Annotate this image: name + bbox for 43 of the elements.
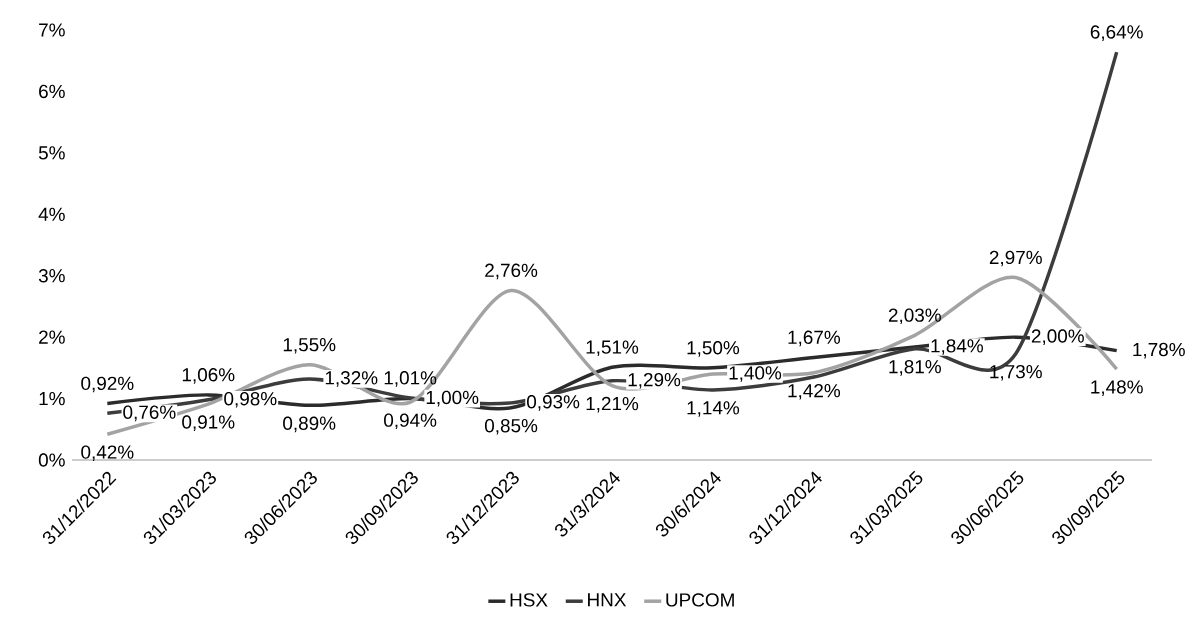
data-label: 2,97% [989,250,1042,267]
data-label: 1,48% [1091,380,1143,396]
data-label: 1,40% [729,366,782,382]
data-label: 0,42% [81,445,134,462]
data-label: 0,76% [123,405,176,422]
data-label: 1,01% [384,371,437,387]
data-label: 1,73% [990,364,1042,381]
data-label: 0,85% [484,418,538,435]
data-label: 2,76% [485,263,538,280]
y-tick-label: 6% [39,84,65,99]
data-label: 1,67% [788,330,841,347]
y-tick-label: 7% [39,23,65,37]
legend-label: HNX [588,593,627,607]
data-label: 1,21% [586,396,639,413]
y-tick-label: 1% [39,391,65,406]
data-label: 0,91% [182,415,235,431]
data-label: 2,00% [1031,329,1084,345]
data-label: 1,00% [426,390,479,407]
data-label: 1,42% [788,383,841,400]
legend-label: HSX [510,593,548,607]
legend-label: UPCOM [666,593,734,607]
data-label: 1,51% [586,340,639,357]
y-tick-label: 4% [38,207,65,221]
data-label: 6,64% [1090,25,1143,41]
data-label: 1,32% [325,371,378,387]
data-label: 1,78% [1133,342,1185,359]
data-label: 0,92% [81,376,134,393]
data-label: 1,29% [628,372,681,389]
y-tick-label: 0% [38,453,65,467]
data-label: 1,55% [283,338,336,354]
y-tick-label: 5% [38,146,65,160]
data-label: 0,98% [224,391,277,408]
data-label: 1,14% [687,401,740,417]
data-label: 0,89% [283,416,336,433]
data-label: 1,06% [182,368,235,384]
data-label: 0,93% [527,395,580,411]
data-label: 1,84% [931,339,983,355]
data-label: 0,94% [384,413,437,430]
y-tick-label: 3% [38,269,65,283]
y-tick-label: 2% [39,330,65,344]
data-label: 1,81% [889,360,941,376]
data-label: 2,03% [888,308,941,325]
data-label: 1,50% [687,341,740,357]
